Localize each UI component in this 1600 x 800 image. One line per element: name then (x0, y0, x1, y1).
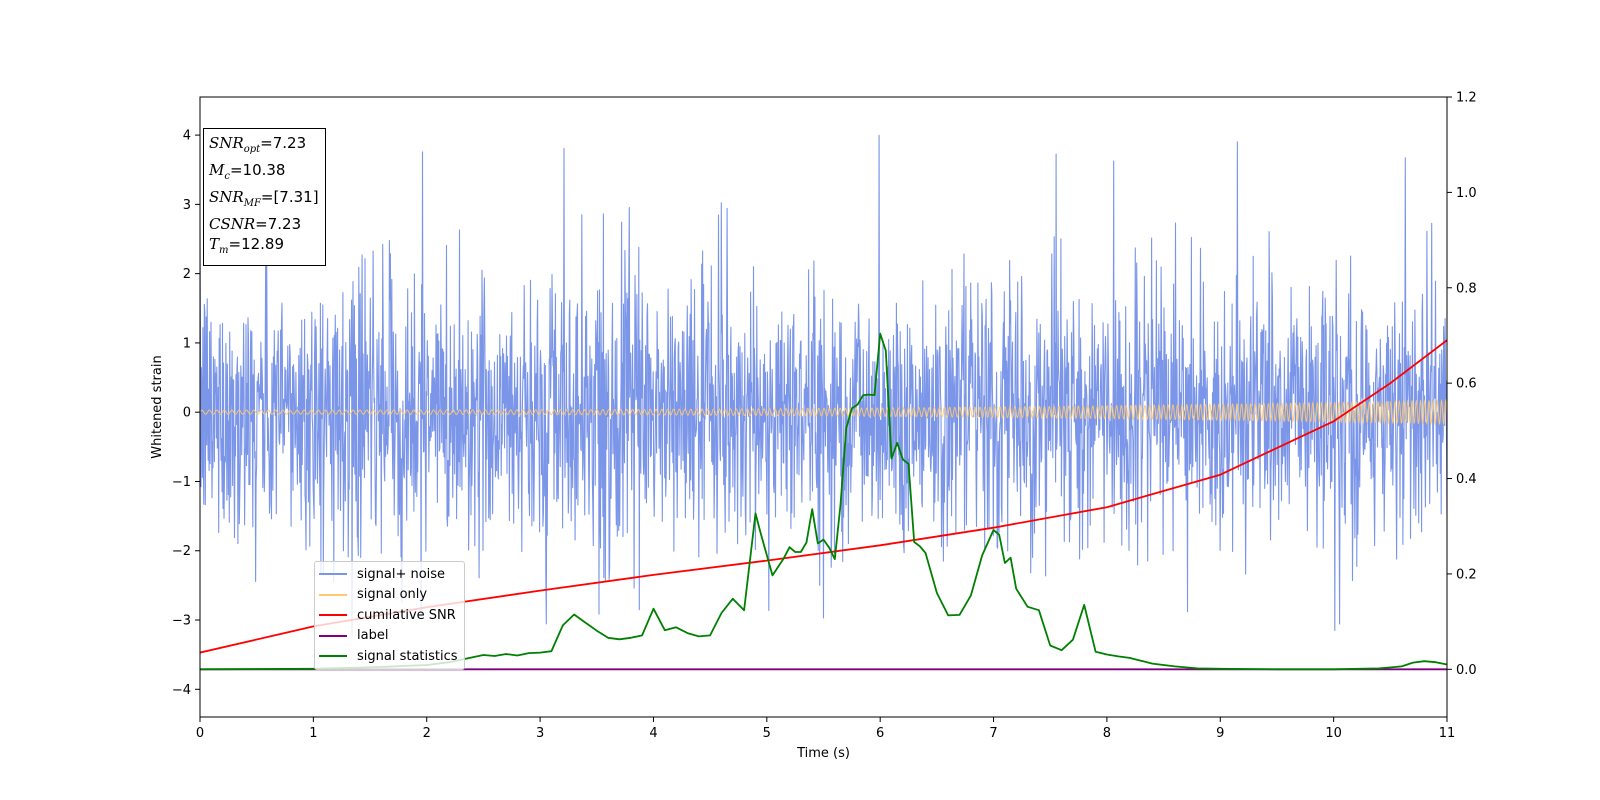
tm-row: Tm=12.89 (209, 235, 285, 256)
snr-opt-value: =7.23 (260, 134, 307, 152)
y-left-tick-label: 2 (183, 267, 191, 282)
y-left-tick-label: −2 (172, 544, 191, 559)
x-tick-label: 1 (309, 726, 317, 741)
legend-swatch (319, 573, 347, 576)
x-tick-label: 2 (423, 726, 431, 741)
y-left-tick-label: −1 (172, 475, 191, 490)
tm-value: =12.89 (228, 235, 285, 253)
y-axis-label: Whitened strain (150, 355, 165, 458)
x-axis-label: Time (s) (796, 746, 850, 761)
x-tick-label: 9 (1216, 726, 1224, 741)
mc-value: =10.38 (229, 161, 286, 179)
x-tick-label: 7 (989, 726, 997, 741)
x-tick-label: 11 (1439, 726, 1456, 741)
series-signal-noise (200, 134, 1447, 637)
axes-frame (199, 96, 1448, 718)
y-left-tick-label: 0 (183, 406, 191, 421)
legend-label: cumilative SNR (357, 607, 456, 623)
legend-label: signal+ noise (357, 566, 446, 582)
y-left-tick-label: 1 (183, 336, 191, 351)
y-left-tick-label: 3 (183, 198, 191, 213)
legend-swatch (319, 593, 347, 596)
mc-row: Mc=10.38 (209, 161, 286, 182)
y-right-tick-label: 1.0 (1456, 186, 1477, 201)
legend-swatch (319, 634, 347, 637)
x-tick-label: 8 (1103, 726, 1111, 741)
legend-swatch (319, 655, 347, 658)
y-right-tick-label: 0.6 (1456, 377, 1477, 392)
x-tick-label: 5 (763, 726, 771, 741)
y-left-tick-label: −3 (172, 614, 191, 629)
x-tick-label: 3 (536, 726, 544, 741)
legend-item-signal-only: signal only (319, 585, 458, 606)
legend-item-signal-statistics: signal statistics (319, 646, 458, 667)
y-right-tick-label: 0.8 (1456, 281, 1477, 296)
y-right-tick-label: 1.2 (1456, 91, 1477, 106)
x-tick-label: 0 (196, 726, 204, 741)
legend-label: signal only (357, 587, 428, 603)
legend-item-label: label (319, 626, 458, 647)
legend: signal+ noise signal only cumilative SNR… (314, 561, 465, 670)
legend-item-cumulative-snr: cumilative SNR (319, 605, 458, 626)
csnr-value: =7.23 (255, 215, 302, 233)
snr-info-box: SNRopt=7.23 Mc=10.38 SNRMF=[7.31] CSNR=7… (203, 128, 326, 266)
x-tick-label: 6 (876, 726, 884, 741)
snr-mf-row: SNRMF=[7.31] (209, 188, 319, 209)
legend-label: label (357, 628, 389, 644)
y-right-tick-label: 0.2 (1456, 567, 1477, 582)
y-right-tick-label: 0.0 (1456, 663, 1477, 678)
legend-swatch (319, 614, 347, 617)
csnr-row: CSNR=7.23 (209, 215, 302, 233)
series-signal-only (200, 398, 1447, 426)
ticks-layer: 0 1 2 3 4 5 6 7 8 9 10 11 −4 −3 −2 −1 0 1 2 3 4 0.0 0.2 0.4 0.6 0… (172, 91, 1477, 742)
x-tick-label: 4 (649, 726, 657, 741)
legend-label: signal statistics (357, 648, 458, 664)
x-tick-label: 10 (1325, 726, 1342, 741)
series-signal-statistics (200, 332, 1447, 671)
y-right-tick-label: 0.4 (1456, 472, 1477, 487)
y-left-tick-label: 4 (183, 129, 191, 144)
snr-opt-row: SNRopt=7.23 (209, 134, 307, 155)
legend-item-signal-noise: signal+ noise (319, 564, 458, 585)
snr-mf-value: =[7.31] (260, 188, 319, 206)
y-left-tick-label: −4 (172, 683, 191, 698)
